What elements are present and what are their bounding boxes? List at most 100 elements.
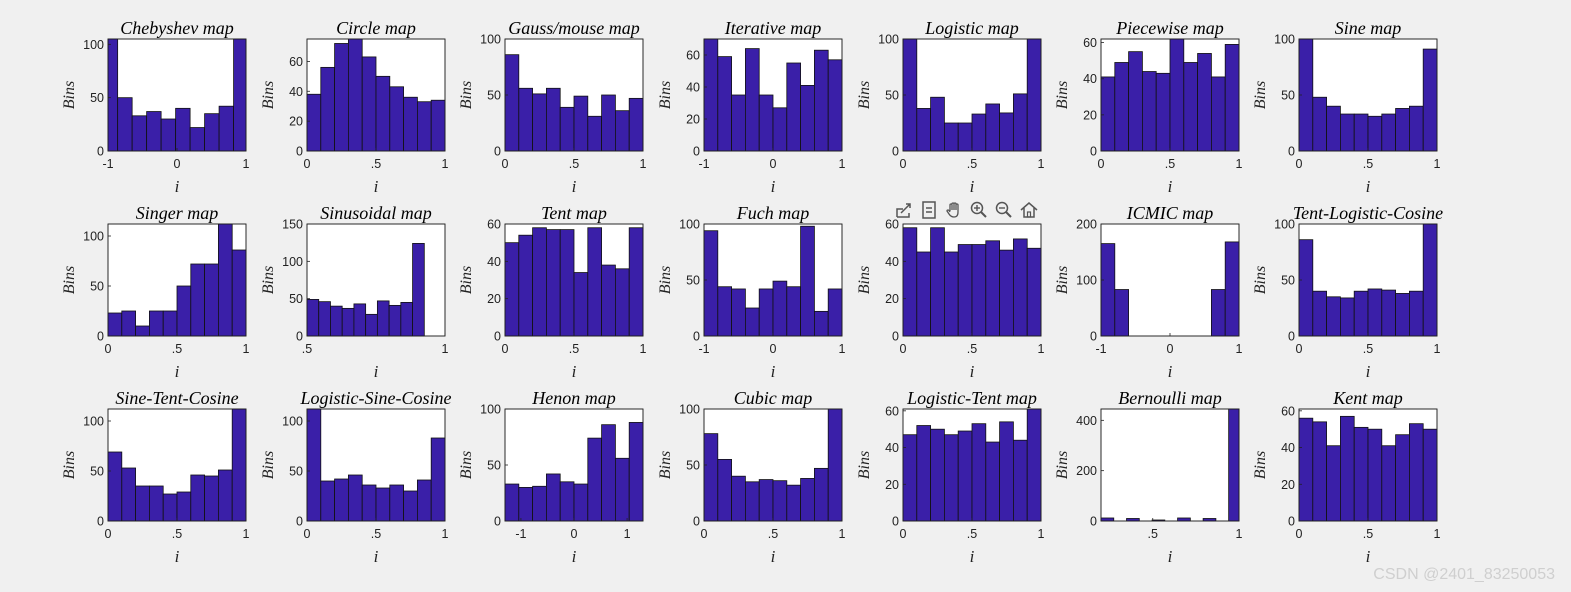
zoom-out-button[interactable] (992, 198, 1016, 222)
y-tick-label: 50 (1281, 89, 1295, 103)
chart-title: Piecewise map (1115, 18, 1223, 38)
histogram-bar (559, 106, 575, 152)
histogram-bar (601, 424, 616, 522)
y-tick-label: 50 (487, 89, 501, 103)
y-tick-label: 100 (480, 33, 501, 47)
histogram-bar (703, 433, 719, 522)
histogram-bar (1409, 290, 1424, 337)
histogram-bar (320, 480, 335, 522)
x-tick-label: 1 (1038, 157, 1045, 171)
chart-title: Iterative map (724, 18, 821, 38)
y-axis-label: Bins (61, 266, 78, 294)
histogram-bar (615, 110, 630, 152)
y-tick-label: 0 (1090, 145, 1097, 159)
histogram-bar (916, 251, 931, 337)
x-tick-label: 0 (900, 342, 907, 356)
x-tick-label: 1 (243, 342, 250, 356)
pan-button[interactable] (942, 198, 966, 222)
y-tick-label: 60 (885, 404, 899, 418)
histogram-bar (160, 118, 177, 152)
brush-button[interactable] (917, 198, 941, 222)
y-tick-label: 0 (892, 515, 899, 529)
x-tick-label: .5 (172, 527, 182, 541)
histogram-bar (1395, 293, 1410, 337)
histogram-bar (971, 113, 987, 152)
subplot: 0 20 40 60 0 .5 1 i Bins (856, 218, 1045, 382)
histogram-bar (957, 244, 973, 337)
histogram-bar (1026, 38, 1042, 152)
histogram-bar (1312, 96, 1328, 152)
x-tick-label: .5 (1363, 342, 1373, 356)
histogram-bar (814, 49, 829, 152)
histogram-bar (1169, 38, 1185, 152)
histogram-bar (1100, 243, 1116, 337)
histogram-bar (916, 108, 931, 152)
x-tick-label: 1 (1236, 527, 1243, 541)
x-tick-label: .5 (569, 342, 579, 356)
histogram-bar (532, 227, 547, 337)
chart-title: Tent-Logistic-Cosine (1293, 203, 1443, 223)
y-axis-label: Bins (260, 266, 277, 294)
y-tick-label: 50 (90, 465, 104, 479)
y-tick-label: 20 (289, 115, 303, 129)
histogram-bar (573, 95, 589, 152)
y-tick-label: 40 (487, 255, 501, 269)
y-tick-label: 100 (1274, 33, 1295, 47)
x-tick-label: .5 (569, 157, 579, 171)
export-button[interactable] (892, 198, 916, 222)
subplot: 0 50 100 0 .5 1 Cubic map i Bins (657, 388, 846, 566)
histogram-bar (306, 299, 320, 337)
y-tick-label: 100 (83, 230, 104, 244)
home-button[interactable] (1017, 198, 1041, 222)
y-tick-label: 100 (83, 415, 104, 429)
histogram-bar (827, 59, 843, 152)
y-tick-label: 60 (289, 55, 303, 69)
histogram-bar (204, 475, 219, 522)
chart-title: Sine map (1335, 18, 1402, 38)
y-axis-label: Bins (657, 266, 674, 294)
y-axis-label: Bins (856, 266, 873, 294)
x-tick-label: 1 (442, 157, 449, 171)
y-tick-label: 60 (487, 218, 501, 232)
y-tick-label: 0 (693, 145, 700, 159)
histogram-bar (1381, 113, 1397, 152)
x-tick-label: 1 (1434, 157, 1441, 171)
histogram-bar (330, 305, 343, 337)
subplot: 0 20 40 60 0 .5 1 Circle map i Bins (260, 18, 449, 196)
histogram-bar (117, 97, 133, 152)
y-tick-label: 50 (90, 280, 104, 294)
x-axis-label: i (374, 547, 379, 566)
histogram-bar (1326, 105, 1341, 152)
histogram-bar (231, 249, 247, 337)
x-tick-label: .5 (371, 527, 381, 541)
histogram-bar (601, 94, 616, 152)
histogram-bar (827, 288, 843, 337)
histogram-bar (546, 229, 561, 337)
x-tick-label: .5 (768, 527, 778, 541)
chart-title: Kent map (1332, 388, 1403, 408)
histogram-bar (504, 54, 520, 152)
histogram-bar (628, 227, 644, 337)
y-tick-label: 0 (296, 515, 303, 529)
x-tick-label: .5 (1148, 527, 1158, 541)
histogram-bar (930, 428, 945, 522)
y-tick-label: 0 (693, 515, 700, 529)
histogram-bar (1183, 62, 1199, 152)
y-tick-label: 100 (480, 403, 501, 417)
histogram-bar (985, 240, 1000, 337)
x-tick-label: 0 (900, 157, 907, 171)
histogram-bar (146, 111, 162, 152)
y-tick-label: 0 (1288, 145, 1295, 159)
y-tick-label: 50 (289, 292, 303, 306)
y-tick-label: 100 (282, 255, 303, 269)
histogram-bar (628, 97, 644, 152)
histogram-bar (1367, 288, 1383, 337)
histogram-bar (189, 127, 206, 152)
histogram-bar (1367, 115, 1383, 152)
y-tick-label: 100 (1274, 218, 1295, 232)
x-axis-label: i (175, 362, 180, 381)
zoom-in-button[interactable] (967, 198, 991, 222)
histogram-bar (1409, 423, 1424, 522)
histogram-bar (376, 300, 390, 337)
histogram-bar (403, 96, 418, 152)
